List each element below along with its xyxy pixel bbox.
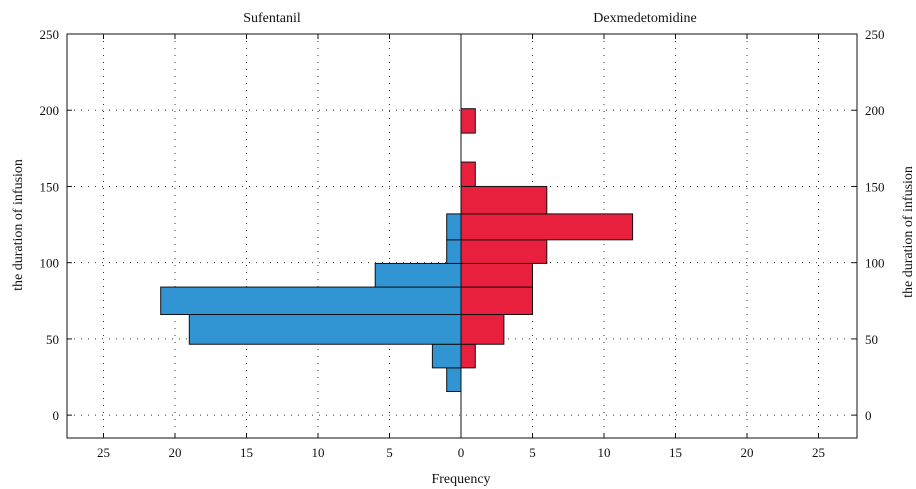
dexmedetomidine-bar (460, 108, 476, 134)
y-tick-label-right: 150 (865, 179, 885, 194)
x-tick-label: 20 (741, 445, 754, 460)
dexmedetomidine-bar (460, 161, 476, 187)
x-tick-label: 20 (169, 445, 182, 460)
x-tick-label: 25 (812, 445, 825, 460)
y-tick-label-left: 150 (40, 179, 60, 194)
sufentanil-bar (446, 213, 462, 241)
x-tick-label: 25 (97, 445, 110, 460)
sufentanil-bar (431, 343, 462, 369)
y-axis-label-right: the duration of infusion (901, 166, 916, 298)
dexmedetomidine-bar (460, 314, 505, 345)
x-tick-label: 10 (312, 445, 325, 460)
y-tick-label-right: 100 (865, 256, 885, 271)
x-tick-label: 15 (240, 445, 253, 460)
sufentanil-bar (374, 262, 462, 288)
dexmedetomidine-bar (460, 213, 634, 241)
sufentanil-bar (446, 367, 462, 393)
x-tick-label: 5 (386, 445, 393, 460)
x-axis-label: Frequency (431, 472, 490, 487)
grid-lines (67, 34, 857, 438)
y-tick-label-right: 0 (865, 408, 872, 423)
y-axis-label-left: the duration of infusion (11, 159, 26, 291)
x-tick-label: 10 (598, 445, 611, 460)
x-tick-label: 5 (529, 445, 536, 460)
y-tick-label-right: 250 (865, 27, 885, 42)
plot-frame (66, 33, 858, 439)
x-tick-label: 15 (669, 445, 682, 460)
dexmedetomidine-bar (460, 286, 533, 316)
dexmedetomidine-bar (460, 185, 548, 215)
sufentanil-bar (160, 286, 462, 316)
y-tick-label-right: 200 (865, 103, 885, 118)
dexmedetomidine-bar (460, 262, 533, 288)
left-series-title: Sufentanil (243, 11, 301, 26)
x-tick-label: 0 (458, 445, 465, 460)
histogram-bars (160, 108, 634, 393)
right-series-title: Dexmedetomidine (593, 11, 696, 26)
y-tick-label-left: 0 (53, 408, 60, 423)
dexmedetomidine-bar (460, 343, 476, 369)
sufentanil-bar (446, 239, 462, 264)
y-tick-label-right: 50 (865, 332, 878, 347)
y-tick-label-left: 200 (40, 103, 60, 118)
sufentanil-bar (188, 314, 462, 345)
y-tick-label-left: 50 (46, 332, 59, 347)
y-tick-label-left: 250 (40, 27, 60, 42)
y-tick-label-left: 100 (40, 256, 60, 271)
dexmedetomidine-bar (460, 239, 548, 264)
